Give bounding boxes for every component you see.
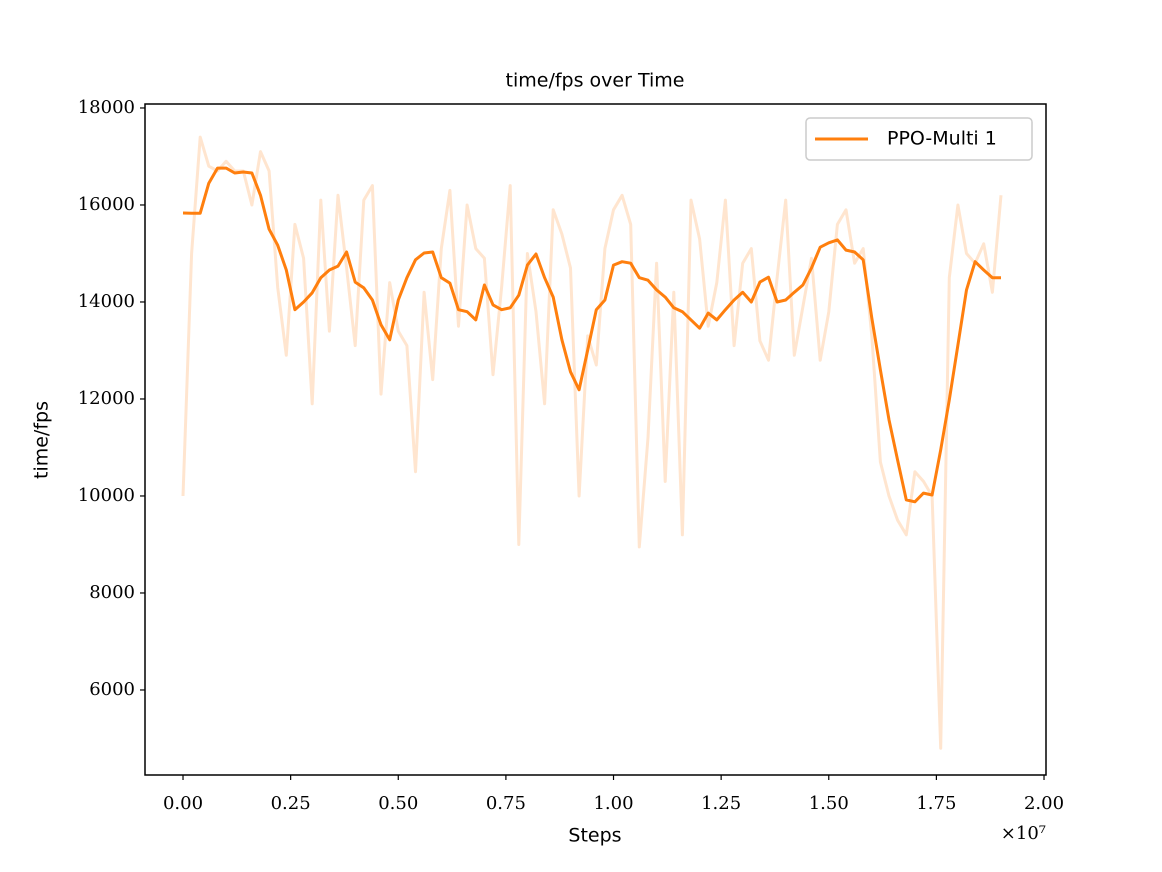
x-tick-label: 1.50 xyxy=(809,793,849,814)
x-offset-label: ×10⁷ xyxy=(1001,823,1046,844)
x-tick-label: 0.00 xyxy=(163,793,203,814)
y-axis-label: time/fps xyxy=(31,401,53,479)
y-tick-label: 16000 xyxy=(78,194,135,215)
x-tick-label: 1.75 xyxy=(916,793,956,814)
x-tick-label: 1.00 xyxy=(593,793,633,814)
plot-frame xyxy=(144,103,1047,776)
y-tick-label: 12000 xyxy=(78,388,135,409)
y-tick-label: 18000 xyxy=(78,97,135,118)
x-tick-label: 2.00 xyxy=(1024,793,1064,814)
x-axis-label: Steps xyxy=(568,825,621,847)
y-tick-label: 8000 xyxy=(89,582,135,603)
legend-box xyxy=(805,117,1033,161)
chart-title: time/fps over Time xyxy=(506,70,685,92)
x-tick-label: 1.25 xyxy=(701,793,741,814)
x-tick-label: 0.50 xyxy=(378,793,418,814)
raw-line xyxy=(181,135,1003,750)
x-tick-label: 0.75 xyxy=(486,793,526,814)
y-tick-label: 10000 xyxy=(78,485,135,506)
x-tick-label: 0.25 xyxy=(271,793,311,814)
series-line xyxy=(182,166,1001,504)
legend-label: PPO-Multi 1 xyxy=(887,128,997,150)
y-tick-label: 14000 xyxy=(78,291,135,312)
y-tick-label: 6000 xyxy=(89,679,135,700)
